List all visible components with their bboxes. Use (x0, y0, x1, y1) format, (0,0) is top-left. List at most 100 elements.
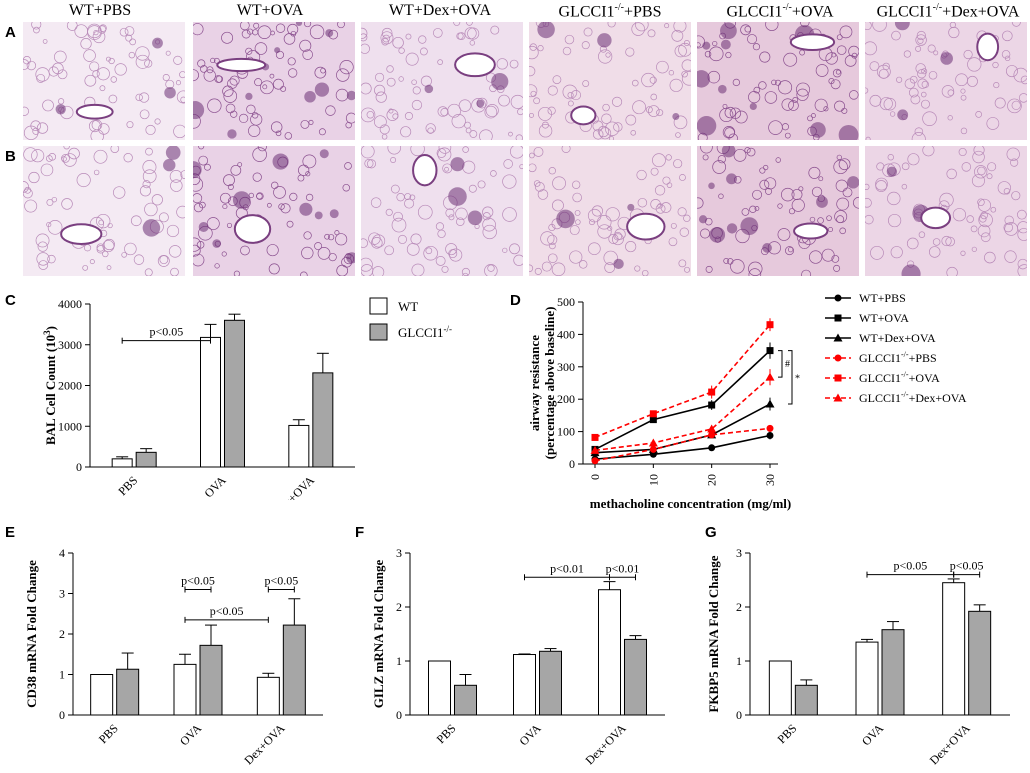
alveolus-shape (764, 177, 777, 190)
alveolus-shape (785, 246, 795, 256)
infiltrate-shape (901, 264, 921, 276)
alveolus-shape (221, 31, 234, 44)
alveolus-shape (26, 60, 37, 71)
tissue-pattern (361, 146, 523, 276)
alveolus-shape (949, 22, 957, 28)
alveolus-shape (562, 46, 572, 56)
alveolus-shape (729, 107, 742, 119)
infiltrate-shape (491, 73, 509, 91)
alveolus-shape (438, 146, 452, 154)
alveolus-shape (732, 78, 741, 87)
infiltrate-shape (697, 70, 711, 88)
alveolus-shape (335, 233, 348, 246)
alveolus-shape (625, 241, 637, 253)
alveolus-shape (262, 84, 268, 90)
alveolus-shape (144, 268, 153, 276)
alveolus-shape (809, 250, 823, 264)
alveolus-shape (432, 28, 443, 38)
alveolus-shape (748, 268, 762, 276)
alveolus-shape (650, 167, 659, 176)
panel-label-d: D (510, 292, 521, 309)
infiltrate-shape (314, 82, 330, 97)
alveolus-shape (592, 129, 604, 140)
alveolus-shape (777, 203, 783, 209)
alveolus-shape (203, 69, 216, 82)
alveolus-shape (238, 113, 249, 124)
infiltrate-shape (329, 209, 339, 219)
alveolus-shape (36, 122, 49, 134)
alveolus-shape (509, 59, 519, 69)
alveolus-shape (107, 222, 113, 229)
infiltrate-shape (709, 226, 726, 243)
alveolus-shape (611, 96, 623, 107)
alveolus-shape (151, 194, 163, 206)
bar-pbs-wt (768, 660, 792, 716)
alveolus-shape (96, 243, 105, 252)
infiltrate-shape (720, 22, 737, 40)
alveolus-shape (537, 189, 549, 200)
alveolus-shape (664, 23, 670, 29)
infiltrate-shape (245, 92, 253, 101)
alveolus-shape (23, 147, 38, 162)
alveolus-shape (562, 84, 578, 100)
alveolus-shape (917, 78, 928, 89)
alveolus-shape (97, 25, 107, 34)
alveolus-shape (1011, 191, 1021, 201)
alveolus-shape (193, 237, 202, 252)
alveolus-shape (712, 160, 726, 174)
alveolus-shape (381, 27, 393, 39)
alveolus-shape (657, 203, 663, 209)
data-point (649, 410, 657, 418)
alveolus-shape (607, 225, 613, 231)
alveolus-shape (299, 39, 312, 52)
alveolus-shape (1017, 258, 1027, 270)
infiltrate-shape (721, 146, 736, 158)
alveolus-shape (193, 244, 201, 257)
bar-ova-ko (224, 319, 245, 468)
alveolus-shape (952, 208, 967, 222)
x-tick-label-dex-ova: Dex+OVA (241, 721, 287, 767)
alveolus-shape (1007, 98, 1022, 114)
alveolus-shape (832, 68, 842, 78)
histology-title-6: GLCCI1-/-+Dex+OVA (876, 2, 1020, 21)
alveolus-shape (133, 254, 145, 265)
alveolus-shape (200, 65, 208, 73)
alveolus-shape (974, 165, 988, 179)
alveolus-shape (256, 193, 263, 200)
infiltrate-shape (762, 243, 772, 253)
alveolus-shape (99, 24, 107, 32)
alveolus-shape (551, 262, 566, 276)
alveolus-shape (248, 124, 261, 137)
infiltrate-shape (325, 29, 334, 38)
alveolus-shape (382, 34, 391, 43)
alveolus-shape (679, 174, 686, 181)
data-point (591, 433, 599, 441)
alveolus-shape (119, 27, 129, 37)
alveolus-shape (325, 105, 336, 116)
alveolus-shape (35, 67, 50, 82)
alveolus-shape (142, 160, 157, 175)
alveolus-shape (83, 244, 92, 252)
tissue-pattern (193, 22, 355, 140)
alveolus-shape (746, 147, 756, 157)
infiltrate-shape (193, 101, 205, 120)
alveolus-shape (719, 107, 734, 123)
alveolus-shape (792, 96, 799, 103)
alveolus-shape (603, 250, 618, 266)
data-point (649, 416, 657, 424)
histology-image-b-1 (23, 146, 185, 276)
alveolus-shape (145, 124, 156, 136)
infiltrate-shape (142, 219, 161, 237)
alveolus-shape (252, 147, 267, 162)
data-point (590, 445, 600, 454)
alveolus-shape (598, 49, 613, 64)
bar-ova-ko (199, 644, 223, 716)
infiltrate-shape (272, 153, 289, 170)
infiltrate-shape (556, 209, 575, 229)
legend-marker-1 (834, 314, 842, 322)
alveolus-shape (169, 170, 183, 183)
alveolus-shape (240, 245, 250, 256)
alveolus-shape (317, 247, 331, 260)
alveolus-shape (275, 23, 286, 33)
alveolus-shape (144, 202, 158, 217)
